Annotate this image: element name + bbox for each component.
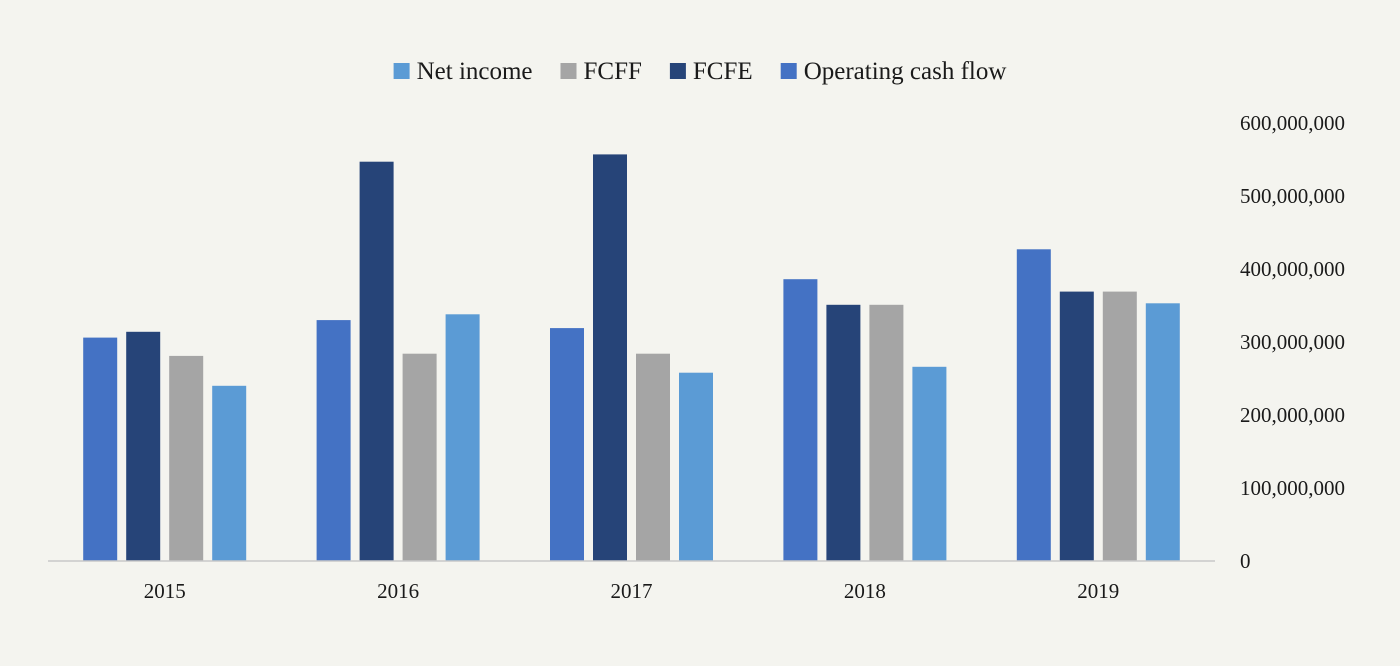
- bar-fcfe-2017: [593, 154, 627, 561]
- x-tick-label: 2015: [144, 579, 186, 603]
- legend-label-fcfe: FCFE: [693, 58, 753, 85]
- legend-swatch-net-income: [393, 63, 410, 79]
- bar-fcfe-2019: [1059, 291, 1094, 561]
- bar-fcff-2017: [636, 353, 670, 561]
- y-tick-label: 100,000,000: [1240, 476, 1345, 500]
- legend-label-net-income: Net income: [417, 58, 533, 85]
- bar-net-income-2018: [912, 366, 947, 561]
- bar-group: [83, 154, 1180, 562]
- bar-operating-cash-flow-2017: [550, 328, 584, 561]
- y-tick-label: 200,000,000: [1240, 403, 1345, 427]
- bar-fcfe-2016: [359, 161, 394, 561]
- bar-net-income-2017: [679, 372, 713, 561]
- x-tick-label: 2017: [611, 579, 653, 603]
- y-tick-label: 600,000,000: [1240, 111, 1345, 135]
- bar-net-income-2016: [445, 314, 480, 561]
- chart-legend: Net income FCFF FCFE Operating cash flow: [393, 58, 1007, 85]
- bar-fcff-2015: [169, 355, 204, 561]
- x-tick-label: 2016: [377, 579, 419, 603]
- y-tick-label: 400,000,000: [1240, 257, 1345, 281]
- bar-net-income-2015: [212, 385, 247, 561]
- y-tick-labels: 0 100,000,000 200,000,000 300,000,000 400,00…: [1240, 111, 1345, 573]
- legend-swatch-fcff: [560, 63, 577, 79]
- x-tick-label: 2019: [1077, 579, 1119, 603]
- bar-fcfe-2018: [826, 304, 861, 561]
- bar-operating-cash-flow-2015: [83, 337, 118, 561]
- y-tick-label: 500,000,000: [1240, 184, 1345, 208]
- legend-label-operating-cash-flow: Operating cash flow: [804, 58, 1007, 85]
- x-tick-label: 2018: [844, 579, 886, 603]
- x-tick-labels: 2015 2016 2017 2018 2019: [144, 579, 1120, 603]
- bar-fcfe-2015: [126, 331, 161, 561]
- bar-fcff-2016: [402, 353, 437, 561]
- legend-swatch-operating-cash-flow: [780, 63, 797, 79]
- bar-operating-cash-flow-2016: [316, 320, 351, 561]
- bar-operating-cash-flow-2019: [1016, 249, 1051, 562]
- bar-net-income-2019: [1145, 303, 1180, 561]
- bar-operating-cash-flow-2018: [783, 279, 818, 561]
- legend-label-fcff: FCFF: [584, 58, 642, 85]
- y-tick-label: 300,000,000: [1240, 330, 1345, 354]
- bar-fcff-2019: [1102, 291, 1137, 561]
- y-tick-label: 0: [1240, 549, 1251, 573]
- legend-swatch-fcfe: [669, 63, 686, 79]
- bar-fcff-2018: [869, 304, 904, 561]
